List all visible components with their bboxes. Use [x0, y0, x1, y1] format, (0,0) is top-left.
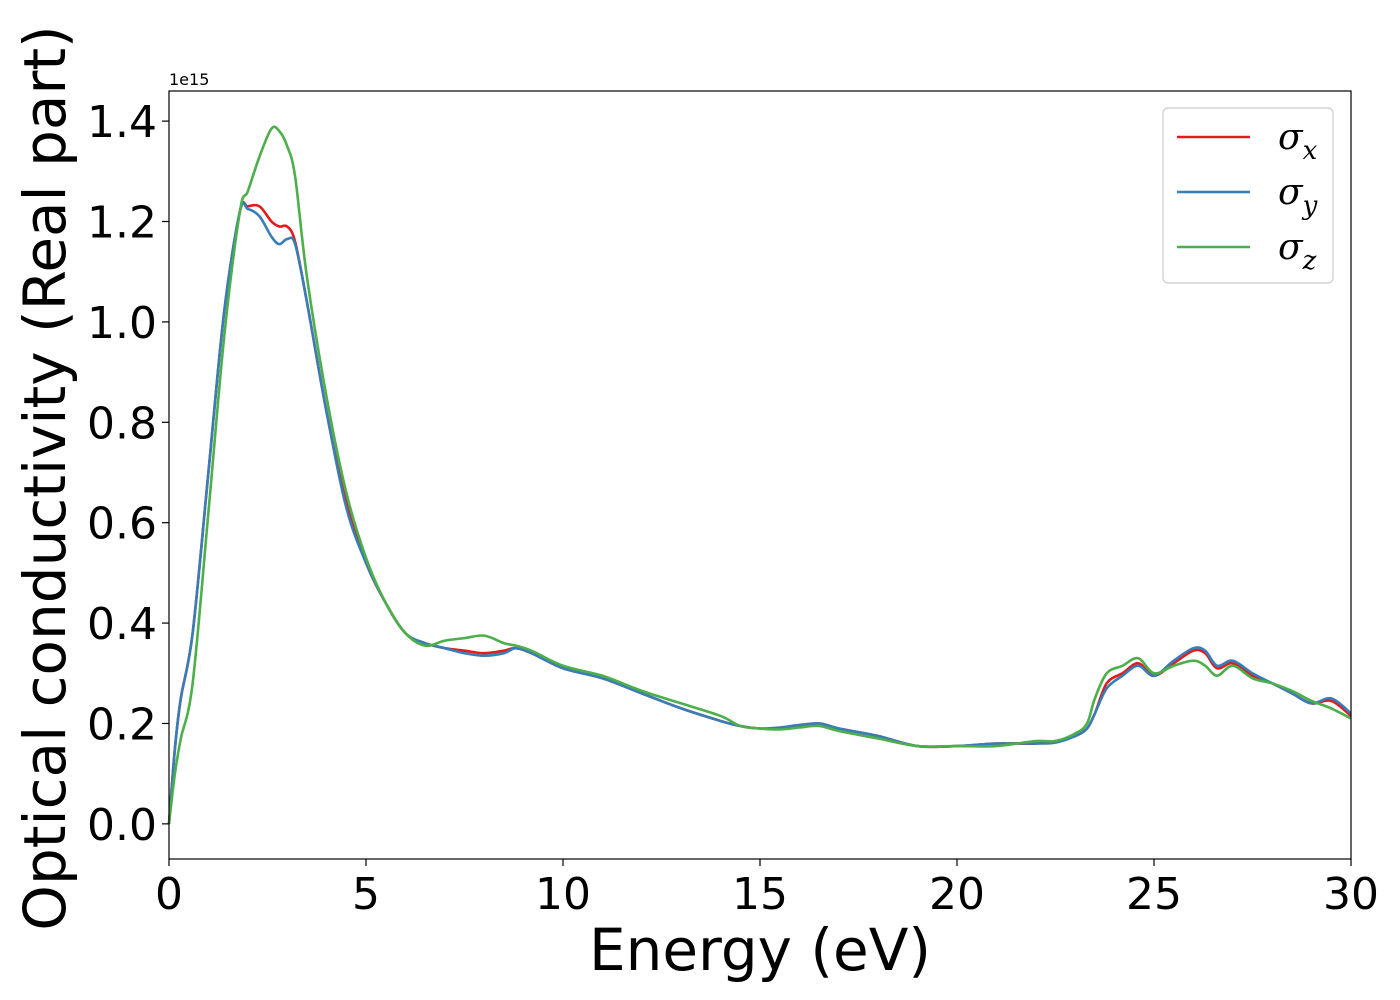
y-tick-label: 0.0 [87, 800, 157, 851]
legend: σx σy σz [1162, 107, 1334, 284]
x-tick-label: 25 [1126, 869, 1182, 920]
series-layer [167, 125, 1352, 825]
y-axis: 0.0 0.2 0.4 0.6 0.8 1.0 1.2 1.4 [87, 97, 169, 851]
x-tick-label: 10 [535, 869, 591, 920]
legend-label-x: σx [1278, 117, 1318, 166]
x-tick-label: 15 [732, 869, 788, 920]
x-tick-label: 20 [929, 869, 985, 920]
y-tick-label: 0.8 [87, 398, 157, 449]
y-tick-label: 1.2 [87, 198, 157, 249]
x-tick-label: 30 [1323, 869, 1379, 920]
series-line-z [167, 125, 1352, 825]
x-tick-label: 0 [155, 869, 183, 920]
y-tick-label: 0.2 [87, 699, 157, 750]
y-axis-offset-label: 1e15 [169, 70, 209, 89]
y-tick-label: 0.6 [87, 499, 157, 550]
y-axis-title: Optical conductivity (Real part) [11, 25, 79, 930]
legend-box [1162, 107, 1334, 284]
x-axis-title: Energy (eV) [589, 916, 931, 984]
legend-label-z: σz [1278, 227, 1317, 276]
y-tick-label: 0.4 [87, 599, 157, 650]
legend-label-y: σy [1278, 172, 1318, 221]
series-line-y [167, 201, 1352, 824]
x-axis: 0 5 10 15 20 25 30 [155, 859, 1379, 920]
y-tick-label: 1.0 [87, 298, 157, 349]
x-tick-label: 5 [352, 869, 380, 920]
y-tick-label: 1.4 [87, 97, 157, 148]
